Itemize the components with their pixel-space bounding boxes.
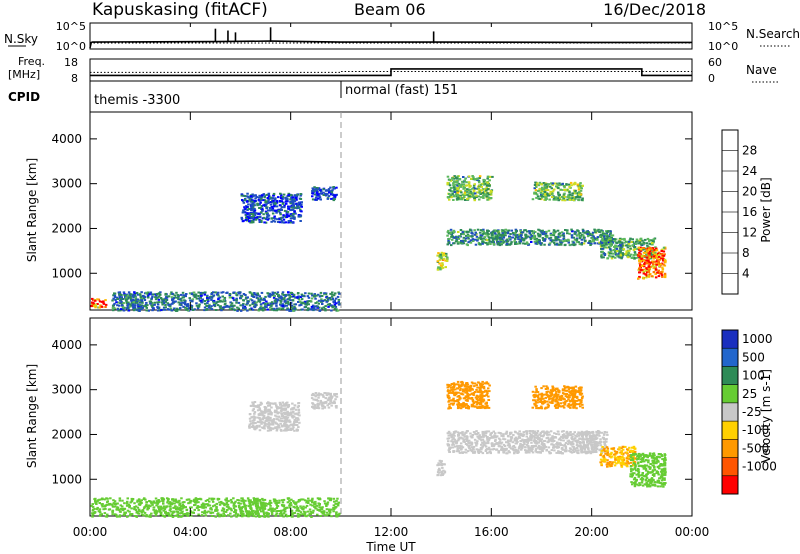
xtick-label-3: 12:00 bbox=[374, 525, 409, 539]
velocity-colorbar-tick-0: 1000 bbox=[742, 332, 773, 346]
velocity-region-3 bbox=[446, 380, 491, 410]
velocity-ylabel: Slant Range [km] bbox=[25, 364, 39, 468]
power-region-3 bbox=[311, 186, 338, 202]
freq-panel: Freq. [MHz] 18 8 60 0 Nave bbox=[8, 55, 778, 85]
velocity-region-6 bbox=[599, 445, 637, 468]
noise-right-tick-bottom: 10^0 bbox=[708, 40, 738, 53]
power-colorbar-tick-1: 8 bbox=[742, 246, 750, 260]
power-region-4 bbox=[446, 175, 494, 202]
velocity-colorbar-swatch-1 bbox=[722, 348, 738, 367]
freq-series-0 bbox=[90, 68, 692, 77]
velocity-colorbar-tick-6: -500 bbox=[742, 441, 769, 455]
noise-right-tick-top: 10^5 bbox=[708, 20, 738, 33]
noise-series-0 bbox=[89, 40, 692, 49]
power-panel: 1000 2000 3000 4000 Slant Range [km] bbox=[25, 111, 693, 312]
velocity-colorbar-label: Velocity [m s-1] bbox=[759, 369, 773, 463]
velocity-colorbar-tick-5: -100 bbox=[742, 423, 769, 437]
beam-title: Beam 06 bbox=[354, 0, 426, 19]
velocity-region-8 bbox=[436, 459, 447, 477]
freq-left-tick-top: 18 bbox=[64, 56, 78, 69]
velocity-colorbar-swatch-4 bbox=[722, 402, 738, 422]
velocity-colorbar-swatch-0 bbox=[722, 330, 738, 349]
cpid-segment-1: themis -3300 bbox=[94, 93, 180, 108]
velocity-ytick-label-2: 3000 bbox=[51, 383, 82, 397]
velocity-colorbar-swatch-7 bbox=[722, 457, 738, 477]
noise-panel: N.Sky 10^5 10^0 10^5 10^0 N.Search bbox=[4, 20, 800, 53]
power-colorbar: 4 8 12 16 20 24 28 bbox=[721, 129, 757, 295]
velocity-colorbar: 1000 500 100 25 -25 -100 -500 -1000 bbox=[721, 329, 777, 495]
velocity-colorbar-tick-1: 500 bbox=[742, 350, 765, 364]
power-colorbar-tick-2: 12 bbox=[742, 226, 757, 240]
noise-right-label: N.Search bbox=[746, 27, 800, 41]
velocity-colorbar-tick-3: 25 bbox=[742, 387, 757, 401]
power-colorbar-tick-6: 28 bbox=[742, 144, 757, 158]
xtick-label-1: 04:00 bbox=[173, 525, 208, 539]
velocity-ytick-label-3: 4000 bbox=[51, 338, 82, 352]
xaxis-label: Time UT bbox=[365, 540, 416, 554]
power-ytick-label-0: 1000 bbox=[51, 266, 82, 280]
freq-label-1: Freq. bbox=[18, 55, 45, 68]
freq-right-tick-bottom: 0 bbox=[708, 72, 715, 85]
power-region-5 bbox=[531, 181, 584, 202]
velocity-colorbar-tick-2: 100 bbox=[742, 369, 765, 383]
power-colorbar-tick-4: 20 bbox=[742, 185, 757, 199]
date-title: 16/Dec/2018 bbox=[603, 0, 706, 19]
velocity-colorbar-swatch-3 bbox=[722, 384, 738, 404]
nave-label: Nave bbox=[746, 63, 777, 77]
power-region-1 bbox=[90, 297, 108, 309]
power-colorbar-tick-3: 16 bbox=[742, 205, 757, 219]
station-title: Kapuskasing (fitACF) bbox=[92, 0, 268, 20]
velocity-region-7 bbox=[629, 452, 667, 488]
power-region-2 bbox=[240, 192, 303, 224]
velocity-colorbar-swatch-2 bbox=[722, 366, 738, 385]
freq-right-tick-top: 60 bbox=[708, 56, 722, 69]
power-colorbar-tick-0: 4 bbox=[742, 267, 750, 281]
velocity-ytick-label-0: 1000 bbox=[51, 472, 82, 486]
velocity-colorbar-tick-4: -25 bbox=[742, 405, 762, 419]
xtick-label-0: 00:00 bbox=[73, 525, 108, 539]
velocity-colorbar-swatch-8 bbox=[722, 475, 738, 495]
time-axis: 00:00 04:00 08:00 12:00 16:00 20:00 00:00 bbox=[73, 23, 710, 539]
velocity-region-0 bbox=[90, 497, 341, 518]
xtick-label-2: 08:00 bbox=[273, 525, 308, 539]
velocity-colorbar-tick-7: -1000 bbox=[742, 460, 777, 474]
noise-left-label: N.Sky bbox=[4, 32, 38, 46]
freq-left-tick-bottom: 8 bbox=[71, 72, 78, 85]
cpid-panel: CPID themis -3300 normal (fast) 151 bbox=[8, 81, 458, 112]
power-region-7 bbox=[599, 237, 657, 260]
power-region-0 bbox=[111, 291, 341, 312]
cpid-segment-2: normal (fast) 151 bbox=[345, 83, 458, 98]
noise-left-tick-bottom: 10^0 bbox=[56, 40, 86, 53]
velocity-region-5 bbox=[446, 430, 610, 455]
freq-label-2: [MHz] bbox=[8, 68, 40, 81]
cpid-label: CPID bbox=[8, 90, 40, 104]
power-region-9 bbox=[436, 251, 449, 271]
power-colorbar-label: Power [dB] bbox=[759, 177, 773, 242]
velocity-region-1 bbox=[248, 401, 301, 432]
power-colorbar-tick-5: 24 bbox=[742, 164, 757, 178]
velocity-colorbar-swatch-6 bbox=[722, 439, 738, 458]
power-ytick-label-1: 2000 bbox=[51, 221, 82, 235]
velocity-colorbar-swatch-5 bbox=[722, 421, 738, 440]
xtick-label-4: 16:00 bbox=[474, 525, 509, 539]
xtick-label-6: 00:00 bbox=[675, 525, 710, 539]
power-region-8 bbox=[637, 246, 667, 280]
power-ytick-label-2: 3000 bbox=[51, 177, 82, 191]
velocity-region-4 bbox=[531, 385, 584, 410]
velocity-region-2 bbox=[310, 392, 339, 410]
velocity-panel: 1000 2000 3000 4000 Slant Range [km] bbox=[25, 317, 693, 518]
power-region-6 bbox=[446, 228, 615, 247]
power-ytick-label-3: 4000 bbox=[51, 132, 82, 146]
xtick-label-5: 20:00 bbox=[574, 525, 609, 539]
noise-left-tick-top: 10^5 bbox=[56, 20, 86, 33]
power-ylabel: Slant Range [km] bbox=[25, 158, 39, 262]
velocity-ytick-label-1: 2000 bbox=[51, 427, 82, 441]
freq-series-1 bbox=[90, 71, 692, 73]
